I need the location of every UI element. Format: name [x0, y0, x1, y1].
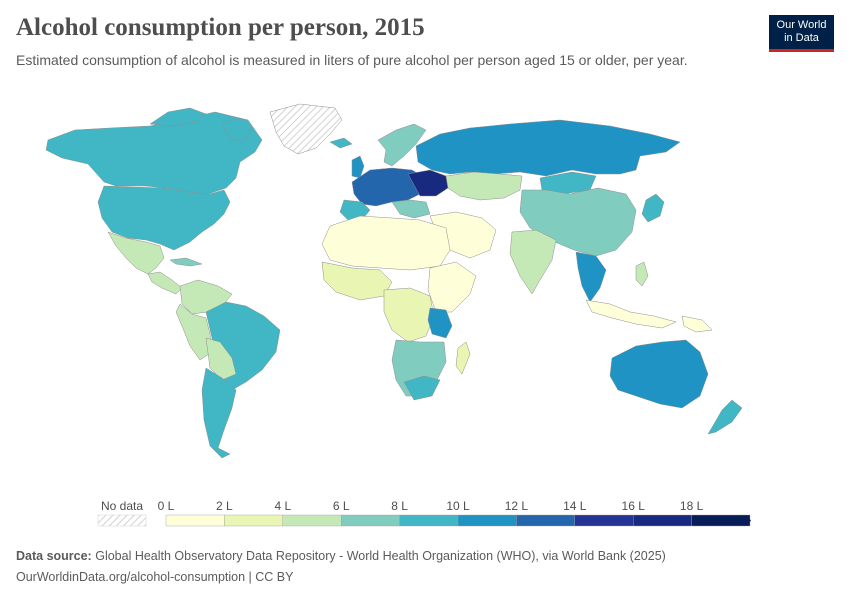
- legend-tick-label: 10 L: [446, 499, 470, 513]
- legend-tick-label: 4 L: [274, 499, 291, 513]
- legend-tick-label: 8 L: [391, 499, 408, 513]
- central-america[interactable]: [147, 271, 183, 295]
- owid-logo[interactable]: Our World in Data: [769, 15, 834, 52]
- greenland[interactable]: [269, 103, 343, 155]
- peru[interactable]: [175, 303, 213, 361]
- russia[interactable]: [415, 119, 681, 177]
- cuba[interactable]: [169, 257, 203, 267]
- data-source-label: Data source:: [16, 549, 92, 563]
- legend-tick-label: 16 L: [622, 499, 646, 513]
- baffin-island[interactable]: [221, 117, 253, 143]
- southeast-asia[interactable]: [575, 251, 607, 303]
- license-link[interactable]: CC BY: [255, 570, 294, 584]
- legend-no-data-label: No data: [101, 499, 143, 513]
- balkans[interactable]: [391, 199, 431, 219]
- legend-no-data-swatch: [97, 514, 147, 527]
- chart-subtitle: Estimated consumption of alcohol is meas…: [16, 52, 688, 68]
- legend-bin-6[interactable]: [516, 514, 576, 527]
- data-source-text: Global Health Observatory Data Repositor…: [95, 549, 666, 563]
- canada-arctic-islands[interactable]: [149, 107, 207, 127]
- legend-bin-2[interactable]: [282, 514, 342, 527]
- legend-tick-label: 14 L: [563, 499, 587, 513]
- legend-bin-1[interactable]: [224, 514, 283, 527]
- argentina[interactable]: [201, 367, 237, 459]
- legend-bin-9[interactable]: [691, 514, 751, 527]
- mexico[interactable]: [107, 231, 165, 275]
- united-kingdom[interactable]: [351, 155, 365, 179]
- north-africa[interactable]: [321, 215, 451, 271]
- legend: No data 0 L 2 L 4 L 6 L 8 L 10 L 12 L 14 L 16 L 1…: [97, 499, 751, 527]
- tanzania-uganda[interactable]: [427, 307, 453, 339]
- united-states[interactable]: [97, 185, 231, 251]
- logo-line-2: in Data: [784, 32, 819, 44]
- central-asia[interactable]: [445, 171, 523, 201]
- new-zealand[interactable]: [707, 399, 743, 435]
- data-source: Data source: Global Health Observatory D…: [16, 549, 666, 563]
- legend-bins: 0 L 2 L 4 L 6 L 8 L 10 L 12 L 14 L 16 L 18 L: [158, 499, 751, 527]
- source-url-link[interactable]: OurWorldinData.org/alcohol-consumption: [16, 570, 246, 584]
- scandinavia[interactable]: [377, 123, 427, 167]
- madagascar[interactable]: [455, 341, 471, 375]
- india[interactable]: [509, 229, 557, 295]
- south-africa[interactable]: [403, 375, 441, 401]
- bolivia[interactable]: [205, 337, 237, 381]
- legend-bin-3[interactable]: [341, 514, 400, 527]
- logo-line-1: Our World: [776, 19, 827, 31]
- east-africa[interactable]: [427, 261, 477, 313]
- legend-arrow: [746, 515, 751, 526]
- world-map: No data 0 L 2 L 4 L 6 L 8 L 10 L 12 L 14 L 16 L 1…: [45, 103, 751, 527]
- legend-tick-label: 18 L: [680, 499, 704, 513]
- australia[interactable]: [609, 339, 709, 409]
- legend-tick-label: 2 L: [216, 499, 233, 513]
- chart-title: Alcohol consumption per person, 2015: [16, 14, 425, 41]
- legend-bin-5[interactable]: [457, 514, 517, 527]
- legend-tick-label: 12 L: [505, 499, 529, 513]
- legend-bin-4[interactable]: [399, 514, 459, 527]
- japan[interactable]: [641, 193, 665, 223]
- footer-links: OurWorldinData.org/alcohol-consumption |…: [16, 570, 293, 584]
- indonesia[interactable]: [585, 299, 677, 329]
- central-africa[interactable]: [383, 287, 435, 343]
- iceland[interactable]: [329, 137, 353, 149]
- legend-bin-7[interactable]: [574, 514, 634, 527]
- footer-separator: |: [245, 570, 256, 584]
- papua-new-guinea[interactable]: [681, 315, 713, 333]
- legend-tick-label: 0 L: [158, 499, 175, 513]
- legend-bin-8[interactable]: [633, 514, 692, 527]
- legend-bin-0[interactable]: [165, 514, 225, 527]
- philippines[interactable]: [635, 261, 649, 287]
- legend-tick-label: 6 L: [333, 499, 350, 513]
